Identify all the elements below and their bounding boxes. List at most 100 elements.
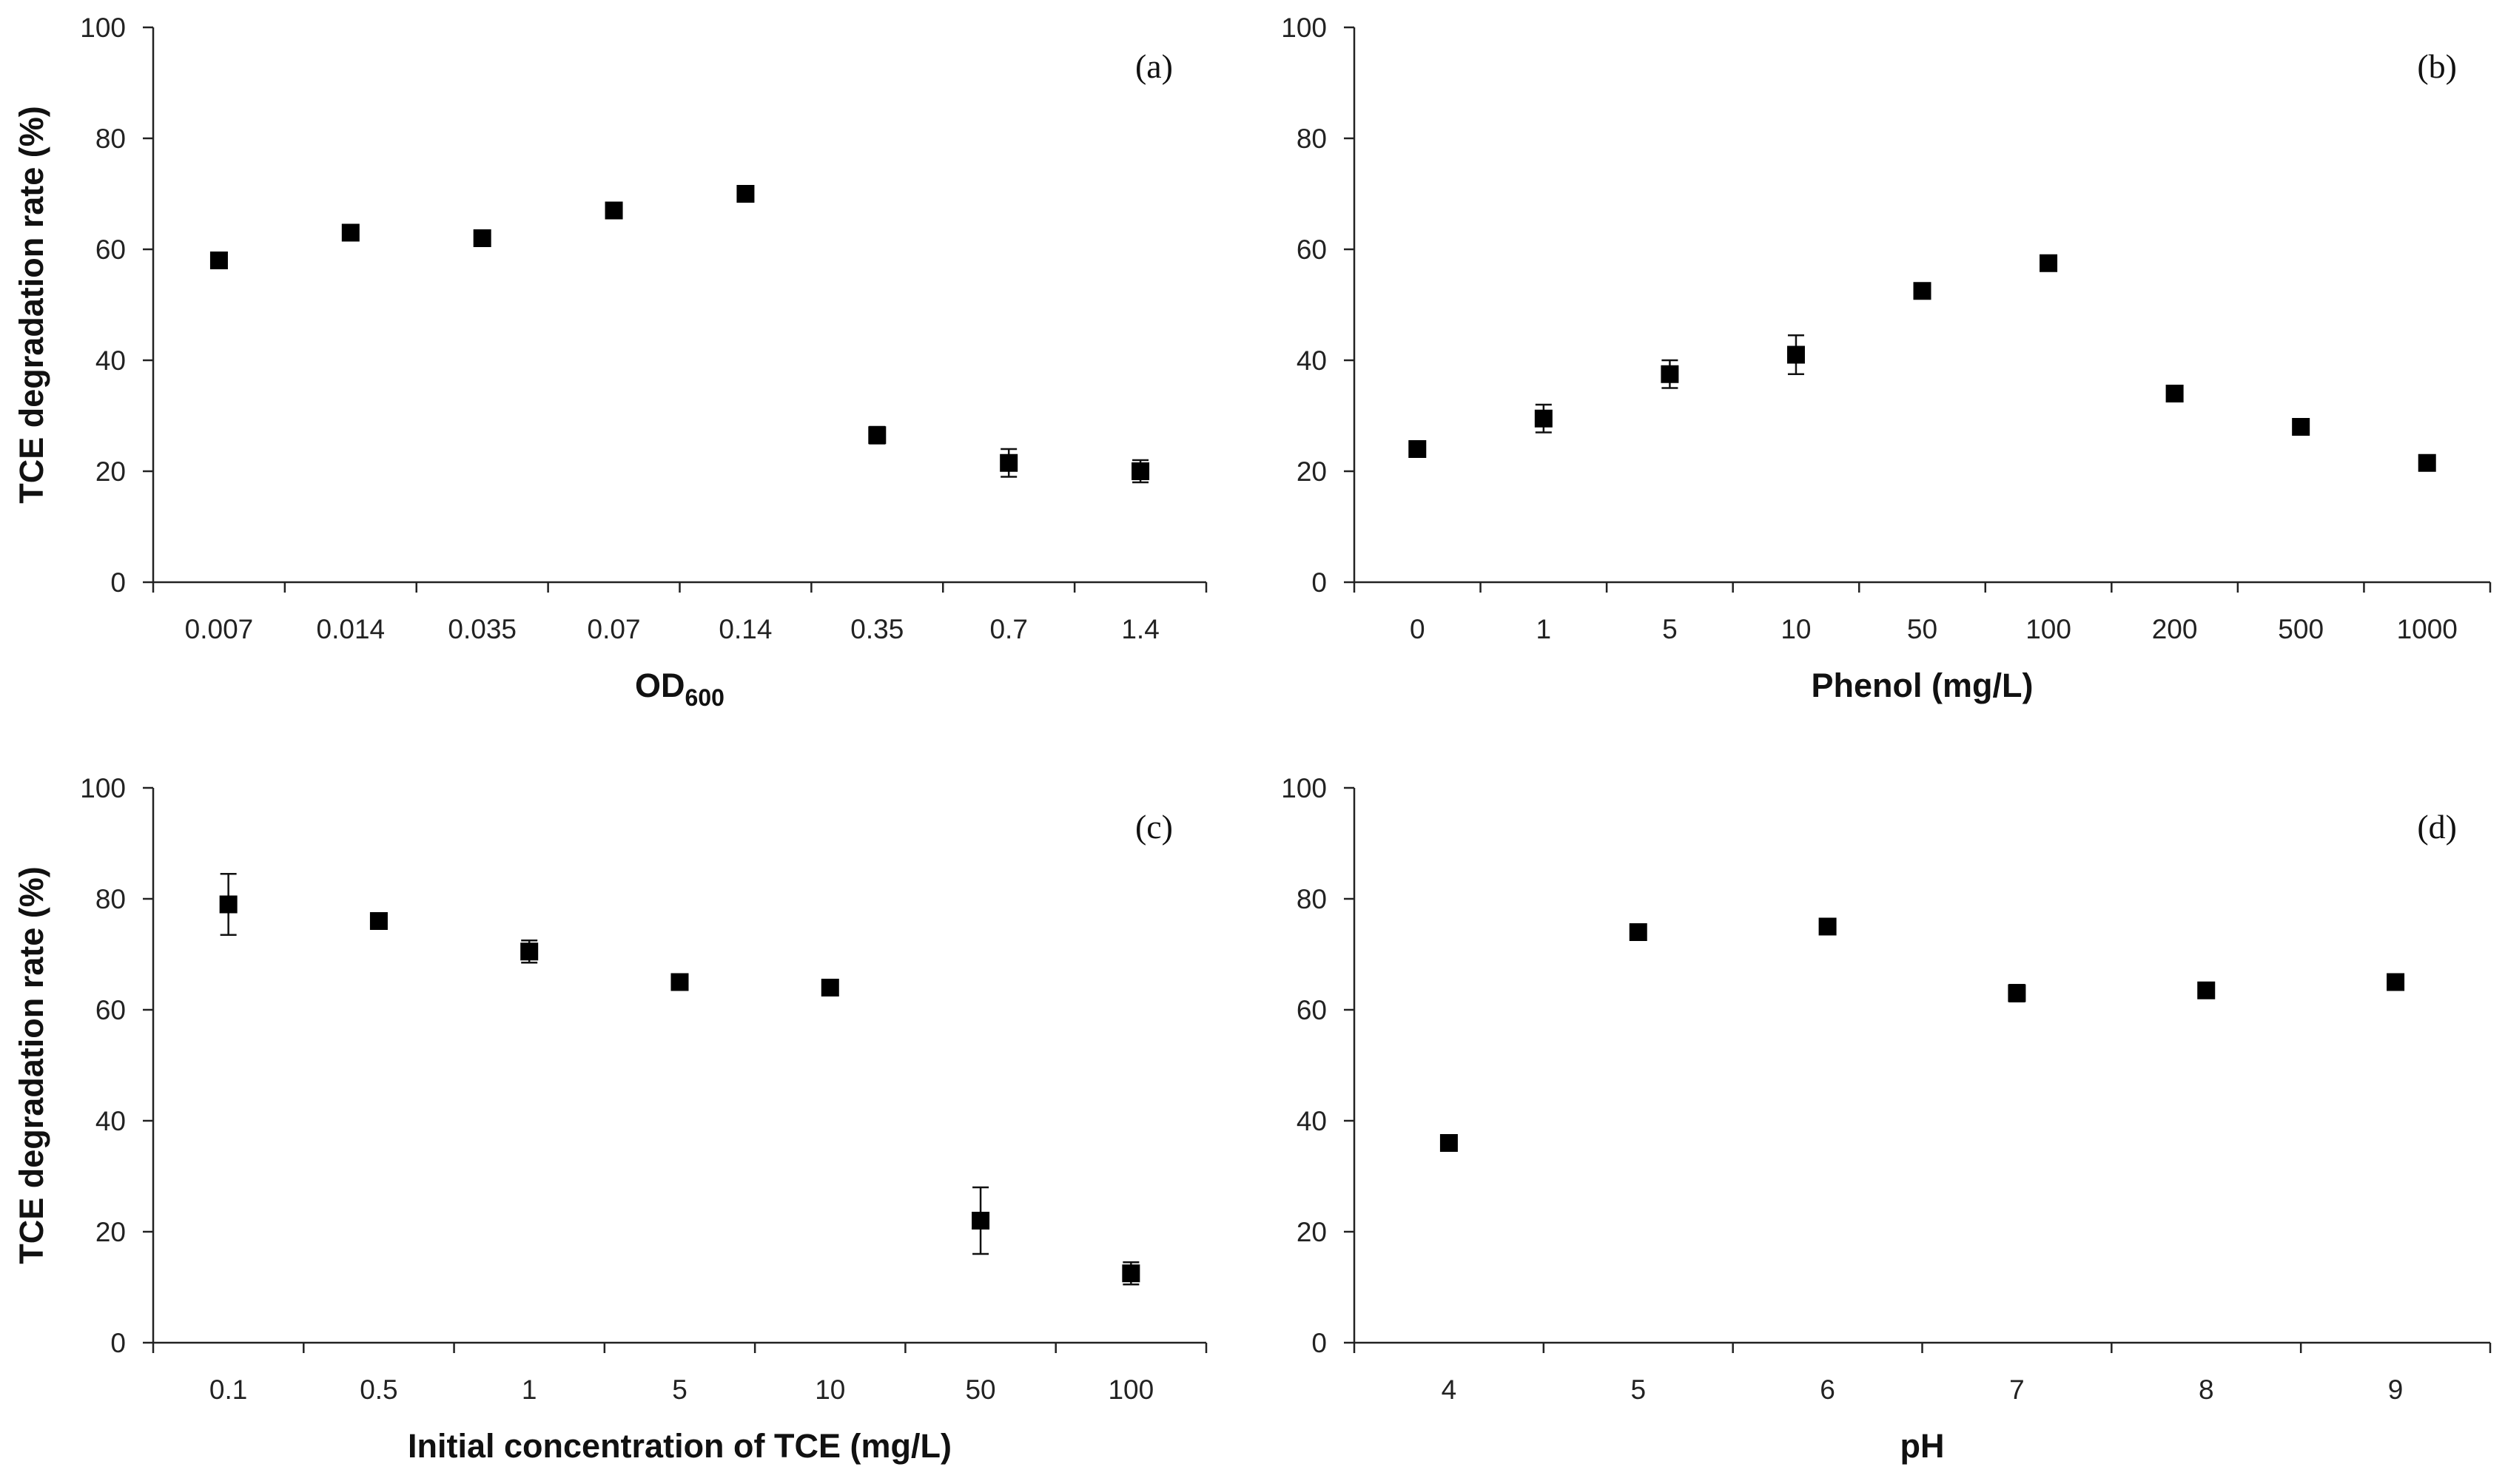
x-tick-label: 7 [2009, 1375, 2025, 1405]
y-axis-title: TCE degradation rate (%) [13, 106, 50, 504]
x-tick-label: 5 [1630, 1375, 1646, 1405]
x-tick-label: 0.014 [317, 614, 386, 644]
x-axis-title-subscript: 600 [685, 684, 724, 711]
data-point-marker [1122, 1264, 1140, 1283]
panel-label: (c) [1135, 808, 1173, 846]
data-point-marker [1439, 1134, 1458, 1152]
x-tick-label: 0.1 [209, 1375, 247, 1405]
y-tick-label: 60 [1297, 235, 1327, 265]
x-tick-label: 50 [1907, 614, 1937, 644]
data-point-marker [670, 973, 689, 991]
data-point-marker [1629, 923, 1647, 941]
y-tick-label: 60 [95, 995, 126, 1025]
chart-panel-c: 0 20 40 60 80 100 0.1 0.5 1 5 10 50 100 (c) Initial co… [13, 773, 1208, 1465]
x-tick-label: 1.4 [1121, 614, 1159, 644]
data-point-marker [1000, 453, 1018, 472]
data-point-marker [2008, 984, 2026, 1002]
y-tick-label: 100 [1281, 773, 1327, 803]
x-tick-label: 0.07 [588, 614, 641, 644]
x-tick-label: 50 [965, 1375, 995, 1405]
data-point-marker [2197, 981, 2216, 999]
x-tick-label: 6 [1820, 1375, 1835, 1405]
x-tick-label: 0.14 [719, 614, 772, 644]
data-point-marker [473, 229, 491, 247]
x-tick-label: 5 [1662, 614, 1678, 644]
data-point-marker [219, 895, 238, 914]
x-axis-title: Phenol (mg/L) [1812, 667, 2034, 704]
y-tick-label: 80 [95, 124, 126, 154]
y-tick-label: 40 [95, 345, 126, 376]
y-tick-label: 60 [95, 235, 126, 265]
y-tick-label: 100 [1281, 13, 1327, 43]
x-tick-label: 0.5 [360, 1375, 397, 1405]
data-point-marker [2387, 973, 2405, 991]
y-tick-label: 0 [110, 567, 126, 598]
data-point-marker [2165, 385, 2184, 402]
data-point-marker [736, 185, 755, 203]
y-tick-label: 0 [110, 1328, 126, 1358]
x-tick-label: 500 [2278, 614, 2324, 644]
panel-label: (d) [2417, 808, 2457, 846]
data-point-marker [972, 1212, 990, 1230]
y-tick-label: 20 [1297, 456, 1327, 487]
data-point-marker [821, 979, 839, 996]
y-tick-label: 100 [80, 13, 126, 43]
x-tick-label: 8 [2199, 1375, 2214, 1405]
y-tick-label: 80 [1297, 884, 1327, 914]
x-axis-title: OD600 [635, 667, 724, 711]
data-point-marker [1534, 409, 1553, 428]
x-tick-label: 4 [1442, 1375, 1457, 1405]
x-tick-label: 1 [522, 1375, 537, 1405]
y-tick-label: 100 [80, 773, 126, 803]
x-tick-label: 0.007 [185, 614, 254, 644]
x-tick-label: 0.35 [850, 614, 904, 644]
y-tick-label: 20 [1297, 1217, 1327, 1247]
x-tick-label: 200 [2152, 614, 2198, 644]
y-tick-label: 0 [1311, 567, 1327, 598]
y-tick-label: 20 [95, 456, 126, 487]
data-point-marker [2040, 254, 2058, 272]
chart-panel-d: 0 20 40 60 80 100 4 5 6 7 8 9 (d) pH [1281, 773, 2492, 1465]
data-point-marker [520, 942, 539, 961]
data-point-marker [1786, 345, 1805, 364]
x-tick-label: 100 [2025, 614, 2071, 644]
x-tick-label: 1000 [2397, 614, 2458, 644]
x-tick-label: 9 [2388, 1375, 2404, 1405]
data-point-marker [1913, 282, 1931, 300]
data-point-marker [1661, 365, 1679, 383]
panel-label: (a) [1135, 47, 1173, 85]
x-tick-label: 0.035 [448, 614, 517, 644]
y-tick-label: 0 [1311, 1328, 1327, 1358]
data-point-marker [1818, 917, 1837, 936]
x-tick-label: 10 [1781, 614, 1811, 644]
data-point-marker [2418, 453, 2436, 472]
data-point-marker [1132, 462, 1150, 480]
data-point-marker [341, 223, 360, 242]
y-tick-label: 20 [95, 1217, 126, 1247]
y-axis-title: TCE degradation rate (%) [13, 866, 50, 1264]
chart-panel-a: 0 20 40 60 80 100 0.007 0.014 0.035 0.07 0.14 0.35 0… [13, 13, 1208, 711]
y-tick-label: 80 [1297, 124, 1327, 154]
x-tick-label: 0 [1410, 614, 1425, 644]
data-point-marker [2292, 418, 2310, 436]
x-tick-label: 0.7 [989, 614, 1027, 644]
x-axis-title: Initial concentration of TCE (mg/L) [408, 1427, 952, 1465]
y-tick-label: 40 [1297, 1106, 1327, 1136]
data-point-marker [868, 426, 887, 445]
y-tick-label: 40 [95, 1106, 126, 1136]
x-tick-label: 100 [1108, 1375, 1154, 1405]
x-tick-label: 5 [672, 1375, 687, 1405]
x-tick-label: 10 [815, 1375, 845, 1405]
x-axis-title: pH [1900, 1427, 1945, 1465]
x-tick-label: 1 [1536, 614, 1552, 644]
x-axis-title-main: OD [635, 667, 685, 704]
panel-label: (b) [2417, 47, 2457, 85]
y-tick-label: 60 [1297, 995, 1327, 1025]
data-point-marker [209, 252, 228, 269]
data-point-marker [605, 201, 623, 220]
data-point-marker [1408, 440, 1427, 458]
y-tick-label: 80 [95, 884, 126, 914]
y-tick-label: 40 [1297, 345, 1327, 376]
